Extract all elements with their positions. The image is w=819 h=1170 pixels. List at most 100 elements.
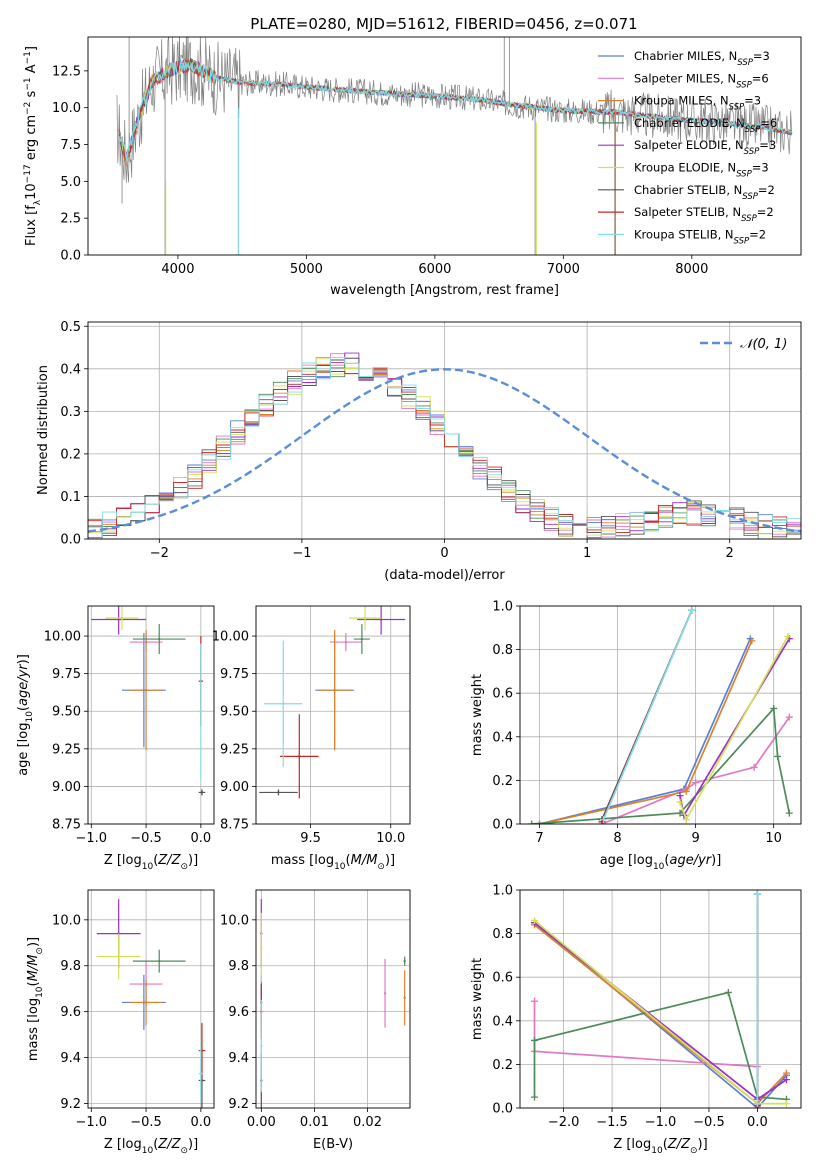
weight-marker <box>753 1100 761 1108</box>
legend-label: Chabrier ELODIE, NSSP=6 <box>634 116 777 135</box>
y-tick-label: 1.0 <box>492 600 513 615</box>
y-tick-label: 10.0 <box>52 101 81 116</box>
data-point <box>298 755 301 758</box>
x-axis-label: wavelength [Angstrom, rest frame] <box>330 283 559 298</box>
weight-series-line <box>602 610 693 820</box>
x-tick-label: −1.0 <box>75 831 107 846</box>
x-tick-label: 9.5 <box>300 831 321 846</box>
y-tick-label: 9.00 <box>220 780 249 795</box>
x-tick-label: 0 <box>440 546 448 561</box>
y-tick-label: 9.50 <box>220 705 249 720</box>
axes-frame <box>519 889 802 1109</box>
figure-title: PLATE=0280, MJD=51612, FIBERID=0456, z=0… <box>250 15 637 33</box>
y-tick-label: 0.6 <box>492 971 513 986</box>
y-tick-label: 10.00 <box>44 630 81 645</box>
residual-plot-area <box>88 352 801 539</box>
y-tick-label: 9.25 <box>220 742 249 757</box>
y-tick-label: 9.00 <box>52 780 81 795</box>
y-tick-label: 10.0 <box>220 913 249 928</box>
x-axis-label: E(B-V) <box>313 1137 353 1152</box>
x-tick-label: 0.0 <box>191 831 212 846</box>
data-point <box>333 688 336 692</box>
x-tick-label: 0.0 <box>747 1115 768 1130</box>
y-tick-label: 0.8 <box>492 643 513 658</box>
y-tick-label: 9.6 <box>228 1005 249 1020</box>
y-tick-label: 9.2 <box>60 1097 81 1112</box>
x-axis-label: age [log10(age/yr)] <box>600 853 722 872</box>
y-tick-label: 0.0 <box>492 1102 513 1117</box>
x-tick-label: −2 <box>150 546 169 561</box>
weight-marker <box>782 1100 790 1108</box>
data-point <box>200 791 204 794</box>
legend-label: Kroupa ELODIE, NSSP=3 <box>634 161 769 180</box>
axes-frame <box>519 605 802 825</box>
axes-weight_vs_age: 7 8 9 10 0.0 0.2 0.4 0.6 0.8 1.0 age [log10(age/yr… <box>470 600 802 872</box>
y-tick-label: 7.5 <box>60 138 81 153</box>
x-axis-label: (data-model)/error <box>384 568 505 583</box>
data-point <box>403 996 406 1000</box>
data-point <box>120 616 124 620</box>
weight-marker <box>688 606 696 614</box>
x-axis-label: Z [log10(Z/Z⊙)] <box>104 1137 198 1156</box>
weight-marker <box>774 752 782 760</box>
y-tick-label: 0.2 <box>492 1058 513 1073</box>
y-axis-label: mass weight <box>470 958 485 1040</box>
legend-label: Kroupa STELIB, NSSP=2 <box>634 227 766 246</box>
y-axis-label: Normed distribution <box>36 365 51 495</box>
normal-curve <box>88 368 801 533</box>
legend-label: 𝒩(0, 1) <box>740 337 787 352</box>
x-tick-label: −1.0 <box>75 1115 107 1130</box>
data-point <box>403 959 406 963</box>
data-point <box>199 710 203 713</box>
y-axis-label: age [log10(age/yr)] <box>16 654 35 776</box>
weight-marker <box>682 816 690 824</box>
weight-marker <box>528 820 536 824</box>
y-tick-label: 0.4 <box>492 1014 513 1029</box>
x-tick-label: −1 <box>292 546 311 561</box>
axes-residuals: −2 −1 0 1 2 0.0 0.1 0.2 0.3 0.4 0.5 𝒩(0, 1) (data-mo… <box>36 320 802 583</box>
x-tick-label: 0.00 <box>247 1115 276 1130</box>
age_vs_Z-plot-area <box>91 606 206 796</box>
y-axis-label: mass [log10(M/M⊙)] <box>26 937 45 1061</box>
data-point <box>379 618 383 621</box>
y-tick-label: 0.2 <box>492 774 513 789</box>
weight-marker <box>531 917 539 925</box>
data-point <box>144 1001 148 1004</box>
data-point <box>199 1072 203 1075</box>
y-tick-label: 0.3 <box>60 405 81 420</box>
y-tick-label: 0.0 <box>60 249 81 264</box>
weight-marker <box>676 809 684 817</box>
legend-label: Salpeter STELIB, NSSP=2 <box>634 205 774 224</box>
weight-marker <box>692 779 700 787</box>
y-tick-label: 8.75 <box>52 818 81 833</box>
spectrum-model-line <box>118 59 793 161</box>
x-tick-label: 9 <box>691 831 699 846</box>
y-tick-label: 0.4 <box>60 362 81 377</box>
x-axis-label: mass [log10(M/M⊙)] <box>271 853 395 872</box>
spectrum-model-line <box>118 60 793 163</box>
spectrum-legend: Chabrier MILES, NSSP=3 Salpeter MILES, NS… <box>598 49 777 246</box>
weight-marker <box>784 633 792 641</box>
data-point <box>158 959 161 963</box>
x-tick-label: 8 <box>613 831 621 846</box>
y-tick-label: 9.75 <box>220 667 249 682</box>
axes-mass_vs_EBV: 0.00 0.01 0.02 9.2 9.4 9.6 9.8 10.0 E(B-V) <box>220 889 411 1152</box>
x-tick-label: −0.5 <box>693 1115 725 1130</box>
weight-marker <box>724 988 732 996</box>
x-tick-label: 0.02 <box>353 1115 382 1130</box>
axes-spectrum: 4000 5000 6000 7000 8000 0.0 2.5 5.0 7.5 10.0 12.5… <box>23 36 802 298</box>
axes-frame <box>255 605 411 825</box>
x-tick-label: −1.0 <box>645 1115 677 1130</box>
y-tick-label: 0.1 <box>60 490 81 505</box>
axes-frame <box>87 36 802 256</box>
y-tick-label: 1.0 <box>492 884 513 899</box>
data-point <box>117 618 120 621</box>
histogram-series <box>88 368 801 536</box>
x-tick-label: 2 <box>726 546 734 561</box>
weight-marker <box>682 787 690 795</box>
legend-label: Chabrier STELIB, NSSP=2 <box>634 183 775 202</box>
weight_vs_Z-plot-area <box>531 890 790 1108</box>
y-tick-label: 10.00 <box>212 630 249 645</box>
x-tick-label: 0.01 <box>300 1115 329 1130</box>
